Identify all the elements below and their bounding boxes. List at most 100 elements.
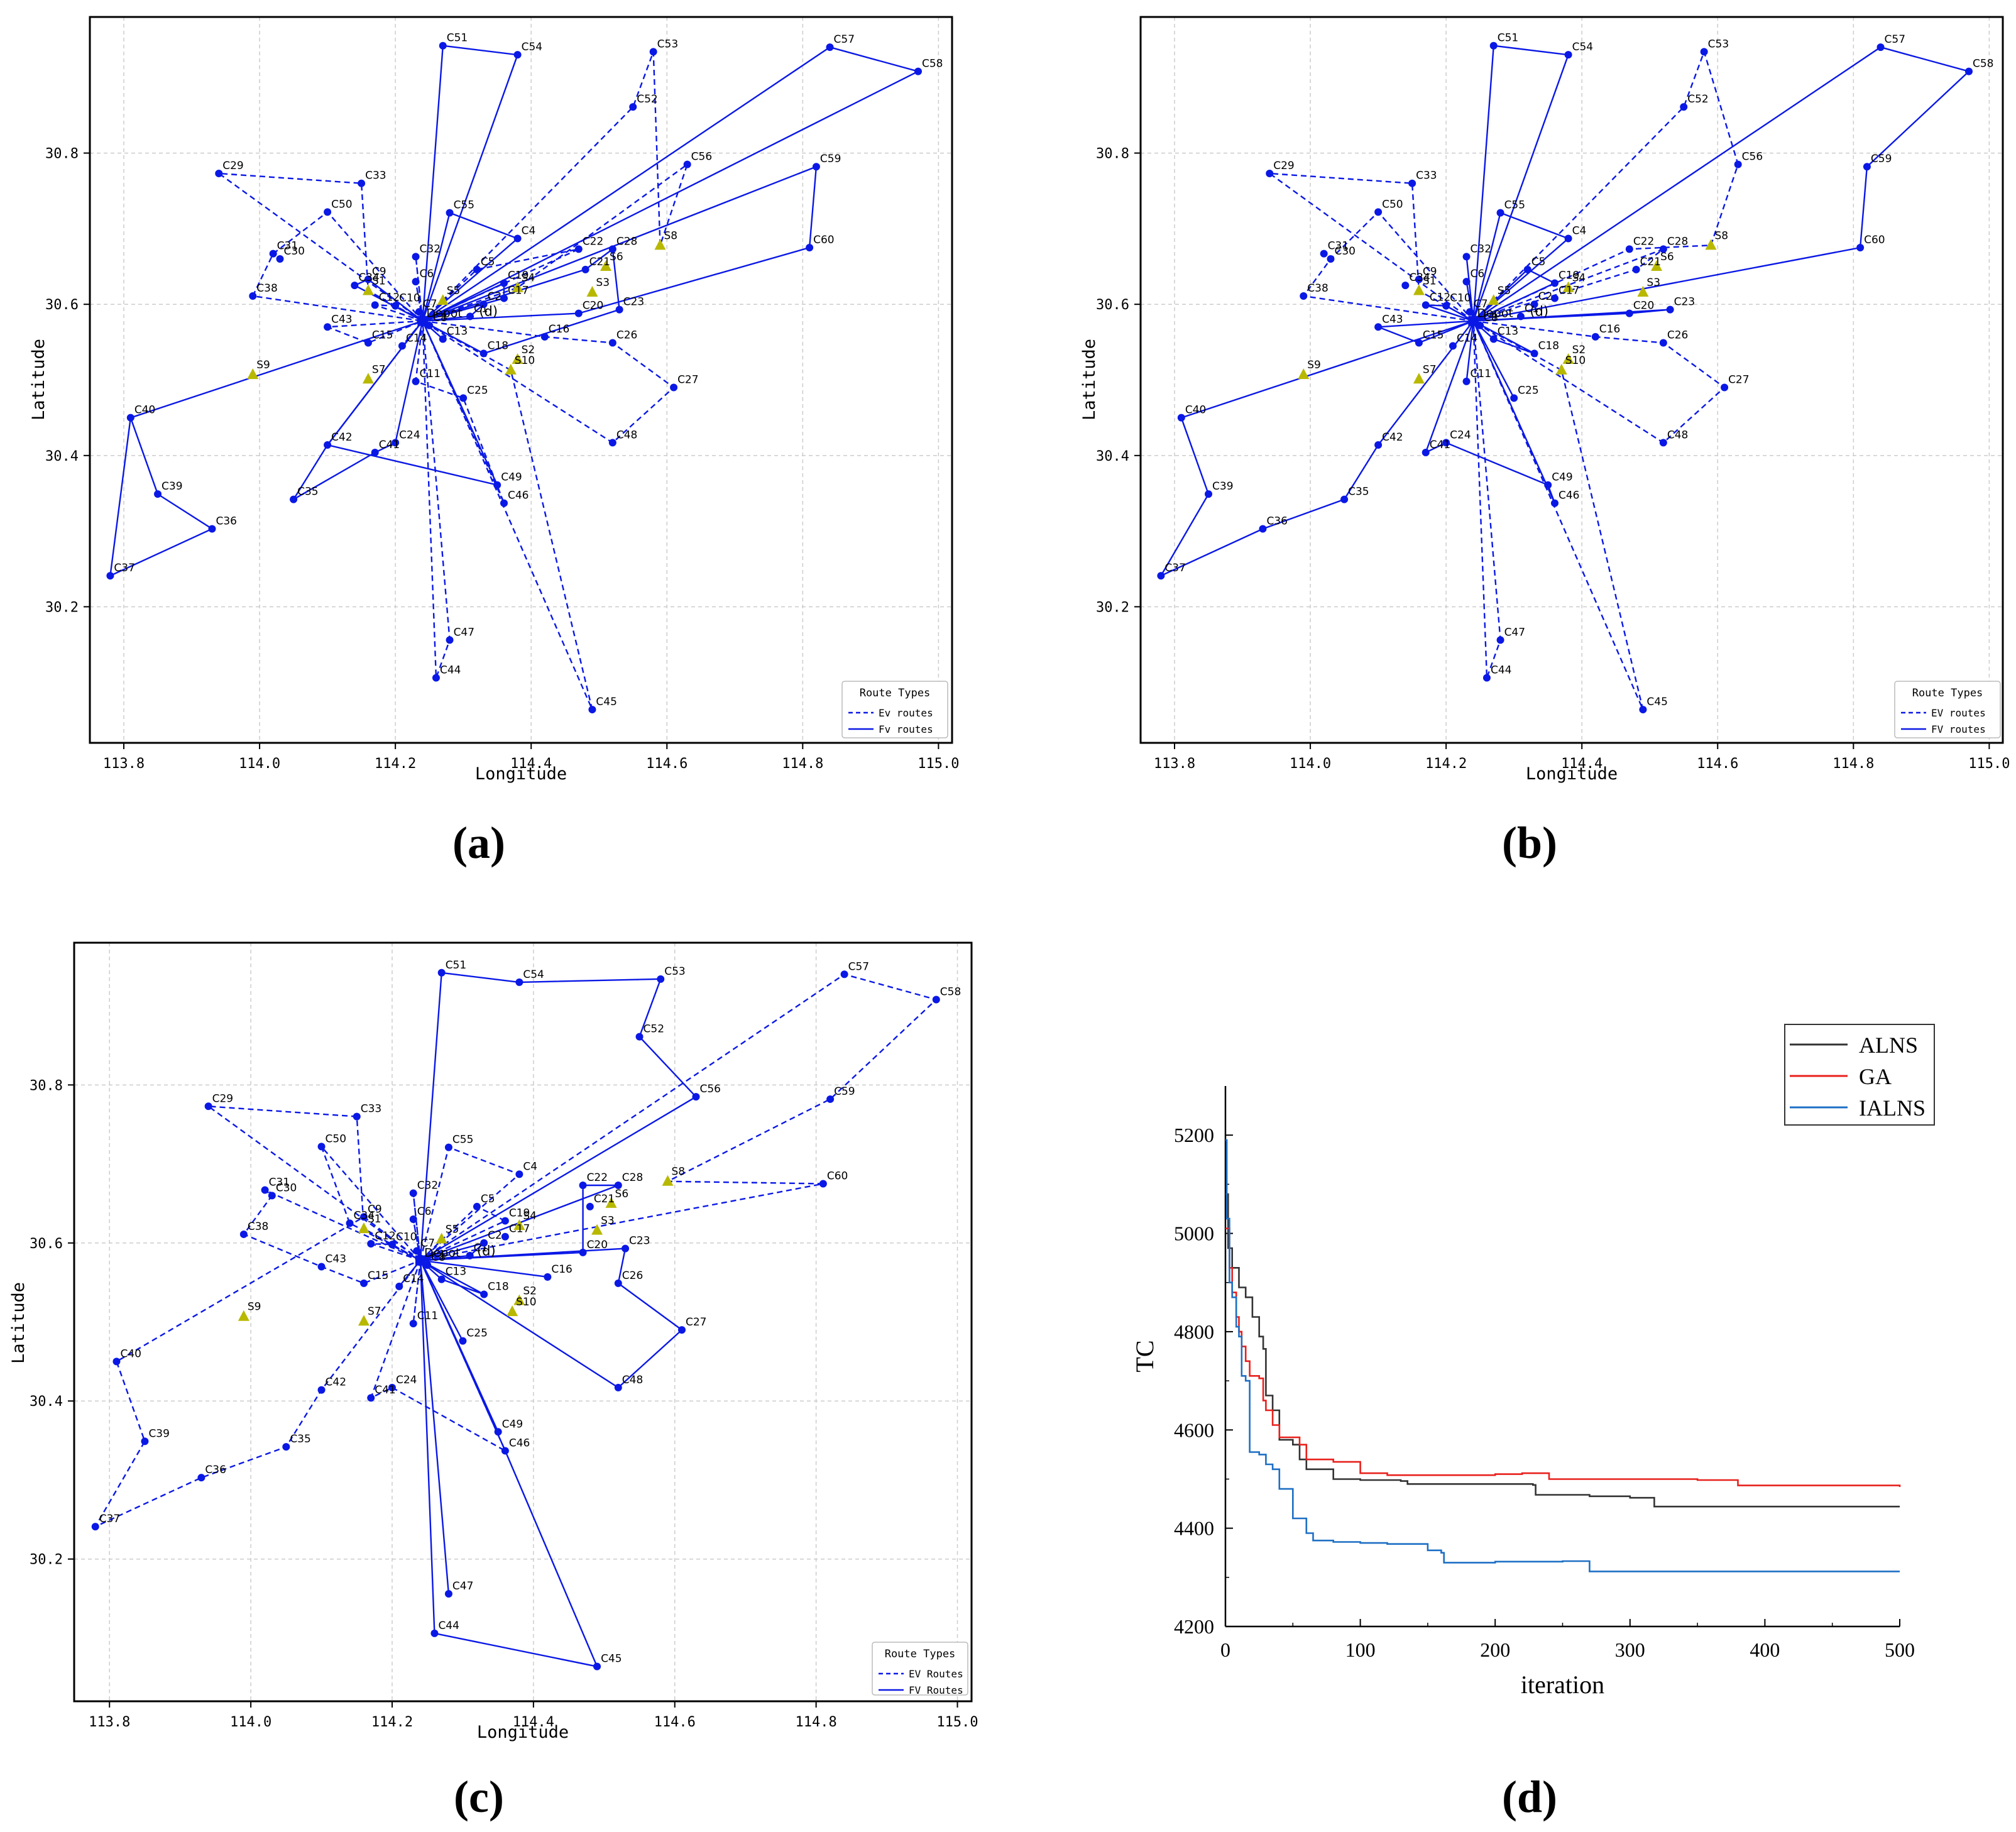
fv-route (353, 278, 424, 322)
customer-label: C18 (488, 1280, 509, 1293)
customer-marker (588, 706, 596, 714)
station-label: S2 (1572, 344, 1586, 356)
customer-label: C9 (1423, 265, 1437, 278)
legend-ev-label: Ev routes (879, 707, 933, 719)
y-tick-label: 30.8 (30, 1078, 63, 1094)
series-line-ga (1225, 1227, 1901, 1487)
station-label: S9 (1307, 359, 1321, 371)
customer-label: C27 (1728, 374, 1750, 387)
legend-label: ALNS (1859, 1033, 1918, 1058)
fv-route (420, 1242, 485, 1261)
customer-label: C55 (1504, 199, 1526, 212)
customer-label: C48 (1667, 429, 1689, 441)
customer-marker (479, 300, 488, 309)
customer-label: C28 (616, 235, 638, 248)
ev-route (327, 320, 423, 344)
customer-label: C45 (596, 696, 617, 708)
legend-label: GA (1859, 1064, 1892, 1089)
customer-label: C31 (269, 1177, 290, 1189)
customer-marker (1510, 394, 1518, 402)
customer-marker (1876, 43, 1885, 52)
customer-marker (1327, 255, 1335, 263)
ev-route (415, 256, 424, 321)
station-label: S6 (610, 251, 623, 263)
customer-marker (412, 278, 420, 286)
customer-label: C14 (403, 1273, 424, 1285)
customer-label: C19 (508, 270, 529, 282)
depot-tag: (d) (479, 304, 498, 319)
customer-label: C2 (1538, 290, 1553, 303)
x-tick-label: 100 (1345, 1638, 1376, 1661)
customer-marker (1496, 209, 1504, 217)
ev-route (420, 1205, 507, 1261)
customer-marker (826, 1095, 835, 1103)
customer-label: C42 (331, 431, 353, 444)
panel-c-map: 113.8 114.0 114.2 114.4 114.6 114.8 115.0 30.2 3… (9, 941, 978, 1742)
charging-station-marker (512, 353, 523, 365)
charging-station-marker (605, 1197, 617, 1208)
depot-tag: (d) (1530, 304, 1548, 319)
x-axis-label: Longitude (477, 1723, 569, 1742)
legend-title: Route Types (860, 687, 931, 699)
fv-route (1472, 212, 1570, 322)
charging-station-marker (362, 284, 374, 295)
customer-marker (513, 51, 522, 59)
customer-label: C42 (1382, 431, 1403, 444)
customer-marker (446, 636, 454, 644)
customer-label: C50 (1382, 198, 1403, 211)
customer-label: C5 (1531, 256, 1546, 268)
depot-marker (417, 315, 428, 326)
customer-marker (215, 170, 223, 178)
station-label: S4 (1572, 272, 1586, 285)
customer-marker (276, 255, 284, 263)
depot-tag: (d) (477, 1243, 496, 1258)
customer-marker (444, 1590, 452, 1598)
customer-marker (1465, 308, 1474, 316)
plot-frame (73, 941, 973, 1703)
legend-ev-label: EV routes (1931, 707, 1986, 719)
customer-marker (466, 312, 474, 321)
customer-marker (424, 1261, 432, 1269)
customer-label: C59 (1871, 153, 1892, 165)
customer-marker (670, 383, 678, 392)
customer-label: C25 (1518, 384, 1539, 397)
ev-route (370, 1242, 421, 1261)
customer-marker (141, 1437, 149, 1445)
customer-marker (1564, 51, 1572, 59)
x-tick-label: 114.4 (513, 1714, 554, 1730)
depot-label: Depot (1477, 307, 1513, 321)
customer-marker (1523, 265, 1531, 273)
fv-route (1472, 46, 1971, 322)
customer-marker (395, 1282, 403, 1290)
customer-label: C43 (326, 1253, 347, 1265)
customer-label: C19 (1559, 270, 1580, 282)
fv-route (420, 1259, 485, 1295)
customer-marker (574, 309, 583, 317)
customer-marker (593, 1662, 601, 1670)
customer-marker (1625, 245, 1633, 253)
customer-marker (1721, 383, 1729, 392)
customer-marker (649, 48, 657, 56)
ev-route (320, 1146, 421, 1261)
customer-label: C35 (297, 486, 319, 498)
customer-marker (324, 323, 332, 331)
customer-marker (1564, 234, 1572, 243)
customer-label: C5 (481, 1193, 495, 1205)
station-label: S7 (1423, 363, 1437, 376)
customer-marker (317, 1263, 326, 1271)
customer-label: C20 (1633, 300, 1655, 312)
station-label: S3 (601, 1215, 615, 1227)
x-tick-label: 114.6 (654, 1714, 696, 1730)
y-tick-label: 30.4 (30, 1394, 63, 1410)
fv-route (420, 1248, 683, 1389)
charging-station-marker (358, 1315, 370, 1326)
customer-label: C35 (290, 1433, 311, 1445)
station-label: S10 (515, 354, 535, 367)
customer-label: C4 (1572, 225, 1587, 238)
customer-label: C17 (509, 1223, 530, 1236)
customer-label: C39 (162, 480, 183, 493)
customer-label: C58 (922, 58, 943, 70)
station-label: S1 (368, 1213, 381, 1226)
plot-frame (89, 16, 953, 744)
fv-route (419, 1259, 599, 1668)
